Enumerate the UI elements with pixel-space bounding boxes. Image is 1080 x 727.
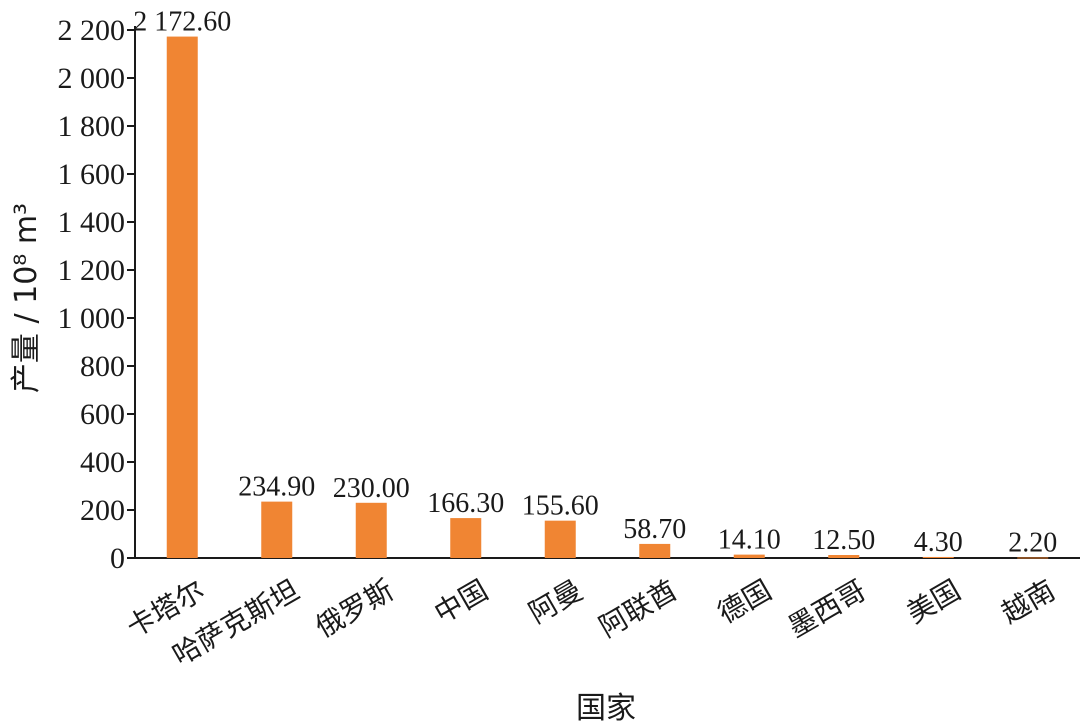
bars	[166, 36, 1049, 559]
data-label: 2.20	[1008, 527, 1057, 558]
y-tick-label: 800	[80, 350, 125, 383]
data-label: 14.10	[718, 525, 781, 556]
data-label: 234.90	[238, 472, 315, 503]
y-tick-label: 600	[80, 398, 125, 431]
y-tick-label: 1 800	[58, 110, 126, 143]
data-label: 166.30	[427, 488, 504, 519]
data-label: 12.50	[812, 525, 875, 556]
y-tick-label: 1 400	[58, 206, 126, 239]
data-label: 155.60	[522, 491, 599, 522]
data-label: 58.70	[623, 514, 686, 545]
category-label: 中国	[429, 573, 494, 630]
category-label: 阿联酋	[593, 573, 682, 644]
bar	[1017, 557, 1049, 559]
category-label: 越南	[996, 573, 1061, 630]
category-label: 德国	[712, 573, 777, 630]
y-tick-label: 2 200	[58, 14, 126, 47]
category-label: 墨西哥	[782, 573, 871, 644]
data-label: 2 172.60	[133, 7, 231, 38]
category-label: 阿曼	[523, 573, 588, 630]
y-axis-title: 产量 / 10⁸ m³	[9, 203, 44, 393]
data-label: 4.30	[914, 527, 963, 558]
bar	[828, 555, 860, 558]
y-axis: 0 200 400 600 800 1 000 1 200 1 400 1 600 1 800 2 …	[58, 14, 136, 575]
y-tick-label: 2 000	[58, 62, 126, 95]
bar	[733, 554, 765, 558]
category-label: 美国	[901, 573, 966, 630]
x-axis-title: 国家	[576, 691, 636, 726]
bar	[639, 543, 671, 558]
bar	[450, 518, 482, 558]
y-tick-label: 200	[80, 494, 125, 527]
bar	[922, 556, 954, 558]
y-tick-label: 0	[110, 542, 125, 575]
y-tick-label: 1 000	[58, 302, 126, 335]
category-label: 俄罗斯	[310, 573, 399, 644]
data-labels: 2 172.60 234.90 230.00 166.30 155.60 58.70 14.…	[133, 7, 1057, 559]
bar	[166, 36, 198, 559]
bar	[355, 502, 387, 558]
bar	[544, 520, 576, 558]
y-tick-label: 1 200	[58, 254, 126, 287]
bar	[261, 501, 293, 558]
y-tick-label: 1 600	[58, 158, 126, 191]
data-label: 230.00	[333, 473, 410, 504]
y-tick-label: 400	[80, 446, 125, 479]
